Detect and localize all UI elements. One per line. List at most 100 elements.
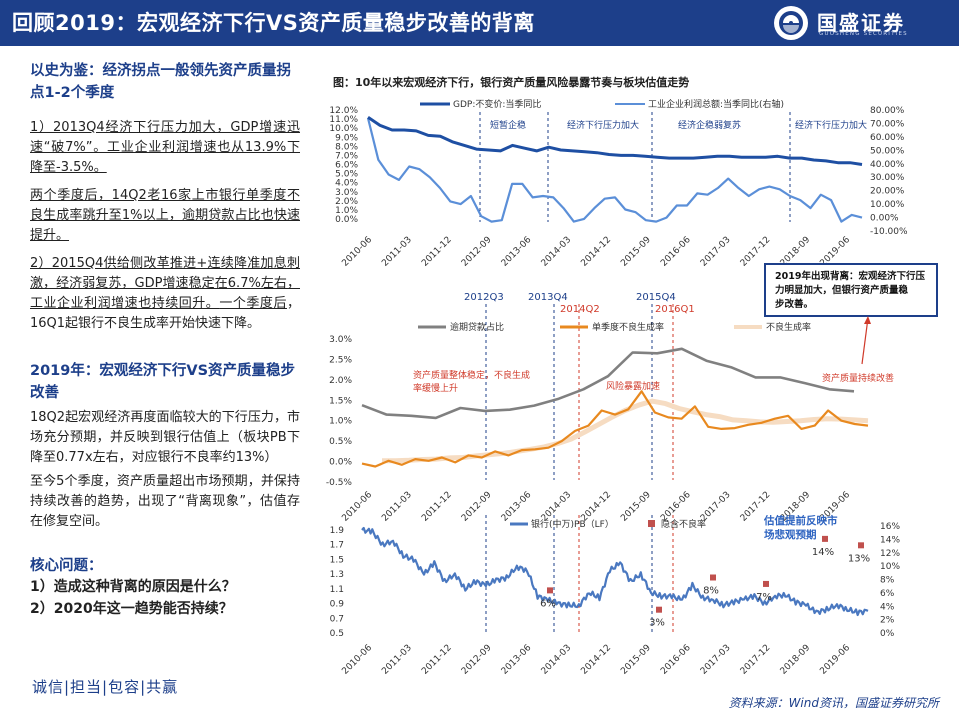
marker-2014q2: 2014Q2 [560,304,600,315]
chart1-right-y-tick: 0.00% [870,214,899,224]
chart3-right-y-tick: 12% [880,549,900,559]
chart1-left-y-tick: 11.0% [329,115,358,125]
figure-title: 图：10年以来宏观经济下行，银行资产质量风险暴露节奏与板块估值走势 [333,76,690,89]
logo-text: 国盛证券 [817,11,905,35]
chart2-x-tick: 2010-06 [340,490,374,524]
logo-subtext: GUOSHENG SECURITIES [819,31,908,37]
question-1: 1）造成这种背离的原因是什么？ [30,579,236,595]
chart1-left-y-tick: 6.0% [335,161,358,171]
chart1-left-y-tick: 8.0% [335,142,358,152]
chart1-right-y-tick: 40.00% [870,160,905,170]
chart3-left-y-tick: 1.1 [330,585,344,595]
paragraph-14q2: 两个季度后，14Q2老16家上市银行单季度不良生成率跳升至1%以上，逾期贷款占比… [30,186,300,246]
chart3-legend-npl: 隐含不良率 [661,518,706,530]
source-note: 资料来源：Wind资讯，国盛证券研究所 [728,696,939,710]
marker-2012q3: 2012Q3 [464,292,504,303]
chart2-legend-npl: 不良生成率 [766,321,811,333]
chart3-left-y-tick: 1.9 [330,526,345,536]
chart1-annotation-1: 经济下行压力加大 [567,119,639,131]
chart1-profit-line [366,117,863,223]
chart3-implied-npl-marker-2 [710,574,716,581]
chart3-implied-npl-label-3: 7% [756,592,772,603]
chart1-x-tick: 2016-06 [659,235,693,269]
chart3-x-tick: 2016-06 [659,643,693,677]
chart2-overdue-line [361,347,855,420]
section-title-core: 核心问题： [30,558,103,574]
paragraph-2015q4-highlight: 一个季度后 [219,296,287,311]
chart3-left-y-tick: 0.5 [330,629,344,639]
chart1-callout-line3: 步改善。 [775,298,813,310]
paragraph-5q: 至今5个季度，资产质量超出市场预期，并保持持续改善的趋势，出现了“背离现象”，估… [30,474,300,529]
chart2-x-tick: 2012-09 [460,490,494,524]
chart1-x-tick: 2012-09 [460,235,494,269]
chart1-right-y-tick: 60.00% [870,133,905,143]
chart2-x-tick: 2011-12 [420,490,454,524]
chart1-right-y-tick: 70.00% [870,119,905,129]
chart1-callout-line2: 力明显加大，但银行资产质量稳 [775,284,909,296]
chart2-annotation-accelerate: 风险暴露加速 [606,380,660,392]
chart1-callout-arrow [861,317,869,365]
chart3-x-tick: 2018-09 [779,643,813,677]
chart1-left-y-tick: 1.0% [335,206,358,216]
chart1-x-tick: 2013-06 [500,235,534,269]
chart3-implied-npl-label-0: 6% [540,598,556,609]
chart1-left-y-tick: 12.0% [329,106,358,116]
chart3-implied-npl-marker-3 [763,580,769,587]
chart3-legend-swatch-npl [648,520,655,527]
chart2-y-tick: 3.0% [329,335,352,345]
chart1-right-y-tick: 10.00% [870,200,905,210]
chart2-annotation-stable-1: 资产质量整体稳定，不良生成 [413,369,530,381]
section-title-2019: 2019年：宏观经济下行VS资产质量稳步改善 [30,363,296,401]
chart1-left-y-tick: 0.0% [335,215,358,225]
chart3-left-y-tick: 1.3 [330,570,344,580]
chart2-y-tick: 0.0% [329,458,352,468]
chart2-y-tick: -0.5% [326,478,353,488]
chart3-implied-npl-label-1: 3% [649,618,665,629]
chart2-x-tick: 2015-09 [619,490,653,524]
chart1-callout-box [764,263,938,317]
paragraph-2015q4: 2）2015Q4供给侧改革推进+连续降准加息刺激，经济弱复苏，GDP增速稳定在6… [30,254,300,334]
chart3-right-y-tick: 14% [880,535,900,545]
chart1-annotation-2: 经济企稳弱复苏 [678,119,741,131]
chart2-x-tick: 2016-06 [659,490,693,524]
chart3-implied-npl-marker-1 [656,606,662,613]
chart2-annotation-stable-2: 率缓慢上升 [413,382,458,394]
question-2: 2）2020年这一趋势能否持续？ [30,601,233,617]
chart3-annotation-line1: 估值提前反映市 [763,514,838,527]
chart3-left-y-tick: 1.5 [330,555,344,565]
chart2-x-tick: 2017-03 [699,490,733,524]
chart3-x-tick: 2011-12 [420,643,454,677]
chart3-x-tick: 2017-03 [699,643,733,677]
chart1-right-y-tick: 80.00% [870,106,905,116]
chart3-right-y-tick: 10% [880,562,900,572]
marker-2015q4: 2015Q4 [636,292,676,303]
chart1-legend-profit: 工业企业利润总额:当季同比(右轴) [648,98,784,110]
chart1-left-y-tick: 7.0% [335,151,358,161]
chart1-x-tick: 2011-12 [420,235,454,269]
chart3-legend-pb: 银行(中万)PB（LF） [531,518,614,530]
chart3-implied-npl-label-2: 8% [703,586,719,597]
chart1-x-tick: 2017-03 [699,235,733,269]
chart1-x-tick: 2010-06 [340,235,374,269]
paragraph-2015q4-tail: ，16Q1起银行不良生成率开始快速下降。 [30,296,300,331]
chart2-y-tick: 2.0% [329,376,352,386]
chart3-x-tick: 2014-12 [579,643,613,677]
chart3-right-y-tick: 2% [880,616,895,626]
chart3-x-tick: 2019-06 [818,643,852,677]
chart1-callout-line1: 2019年出现背离：宏观经济下行压 [775,270,925,282]
chart1-left-y-tick: 4.0% [335,179,358,189]
chart3-implied-npl-marker-4 [822,535,828,542]
chart2-x-tick: 2013-06 [500,490,534,524]
chart1-annotation-3: 经济下行压力加大 [795,119,867,131]
chart3-implied-npl-label-5: 13% [848,553,870,564]
chart1-right-y-tick: 20.00% [870,187,905,197]
chart3-right-y-tick: 4% [880,602,895,612]
chart1-right-y-tick: 30.00% [870,173,905,183]
chart2-y-tick: 1.0% [329,417,352,427]
chart3-x-tick: 2012-09 [460,643,494,677]
chart3-annotation-line2: 场悲观预期 [764,528,817,541]
chart1-x-tick: 2015-09 [619,235,653,269]
chart1-x-tick: 2014-12 [579,235,613,269]
chart1-left-y-tick: 2.0% [335,197,358,207]
paragraph-2015q4-text: 2）2015Q4供给侧改革推进+连续降准加息刺激，经济弱复苏，GDP增速稳定在6… [30,256,300,311]
